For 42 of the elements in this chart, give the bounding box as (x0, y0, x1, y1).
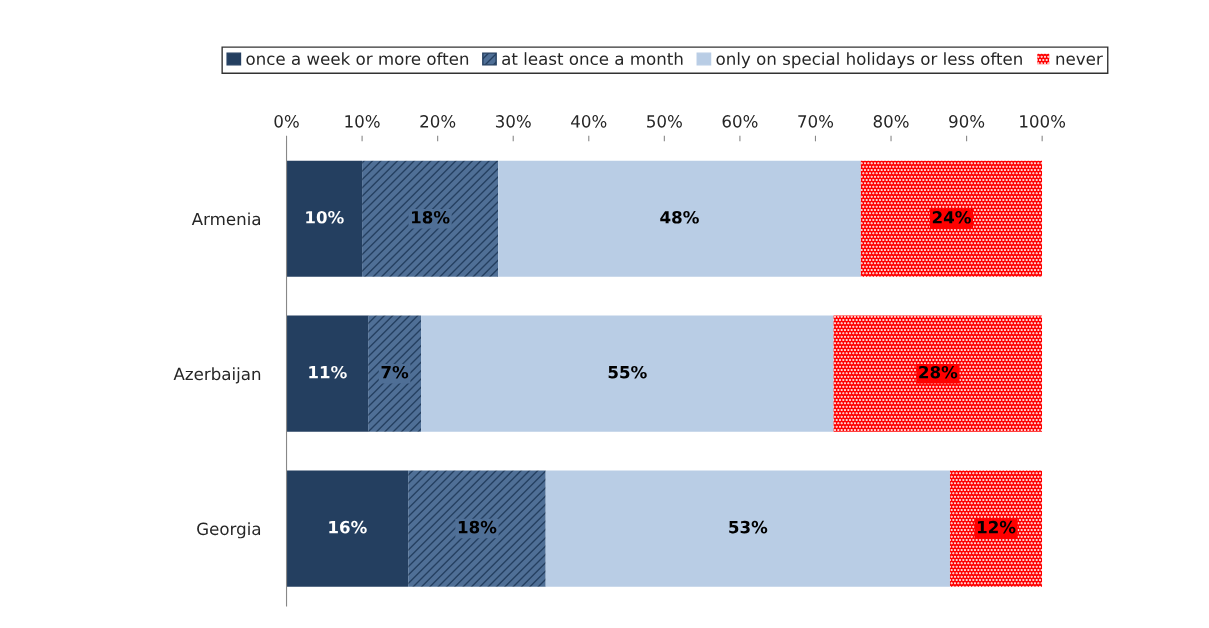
bar (498, 160, 861, 277)
bar (286, 160, 363, 277)
data-label: 28% (919, 365, 958, 379)
bar (860, 160, 1043, 277)
legend-label: only on special holidays or less often (716, 52, 1022, 69)
bar (949, 470, 1043, 587)
data-label: 11% (309, 365, 347, 379)
data-label: 10% (306, 210, 344, 224)
legend-label: at least once a month (502, 52, 683, 66)
x-tick-label: 100% (1020, 115, 1066, 128)
x-tick-label: 10% (345, 115, 380, 128)
x-tick-label: 50% (647, 115, 682, 128)
x-tick-label: 60% (722, 115, 758, 128)
legend-label: never (1056, 55, 1103, 66)
bar (421, 315, 834, 432)
x-tick-label: 90% (949, 115, 985, 128)
x-tick-label: 80% (873, 115, 909, 128)
bar (545, 470, 950, 587)
data-label: 24% (932, 210, 971, 224)
x-tick-label: 40% (571, 115, 607, 128)
x-tick-label: 0% (274, 115, 299, 128)
data-label: 48% (660, 210, 699, 224)
data-label: 7% (381, 365, 409, 379)
x-tick-label: 30% (495, 115, 531, 128)
x-tick-label: 20% (420, 115, 456, 128)
data-label: 12% (978, 520, 1016, 534)
bar (286, 470, 409, 587)
data-label: 16% (329, 520, 367, 534)
data-label: 18% (412, 210, 450, 224)
bar (408, 470, 546, 587)
bar (368, 315, 422, 432)
x-tick-label: 70% (798, 115, 834, 128)
legend-label: once a week or more often (246, 52, 469, 66)
y-tick-label: Georgia (197, 522, 261, 539)
bar (833, 315, 1043, 432)
data-label: 18% (458, 520, 497, 534)
data-label: 53% (729, 520, 768, 534)
bar (286, 315, 369, 432)
y-tick-label: Armenia (191, 212, 261, 226)
data-label: 55% (608, 365, 647, 379)
bar (362, 160, 499, 277)
y-tick-label: Azerbaijan (173, 367, 261, 384)
